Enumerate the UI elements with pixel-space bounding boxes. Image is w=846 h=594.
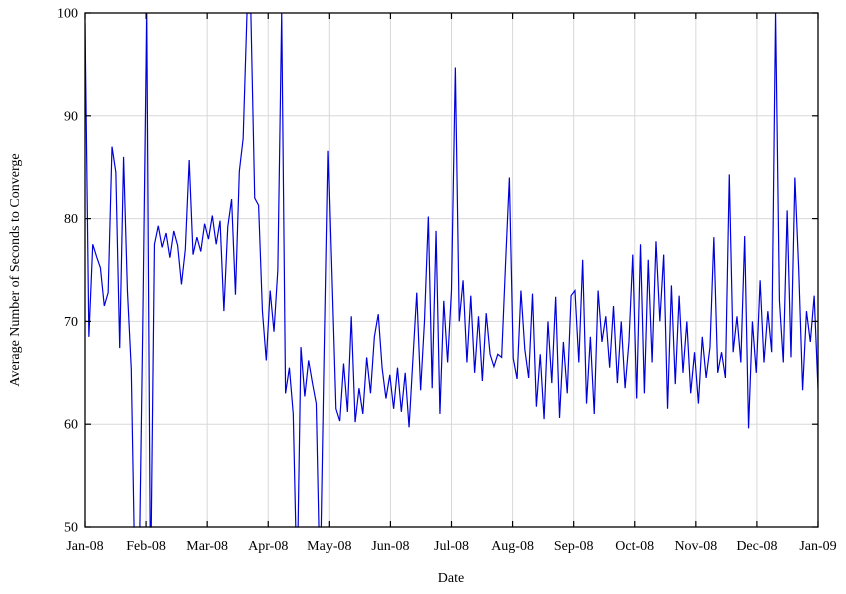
y-tick-label: 70 [64,315,78,330]
x-tick-label: Jan-09 [799,539,836,554]
x-tick-label: Jun-08 [371,539,409,554]
x-tick-label: Dec-08 [736,539,777,554]
data-line [85,12,818,528]
x-tick-label: May-08 [307,539,351,554]
y-axis-title: Average Number of Seconds to Converge [8,153,23,387]
x-tick-label: Mar-08 [186,539,228,554]
x-tick-label: Apr-08 [248,539,288,554]
y-tick-label: 90 [64,109,78,124]
y-tick-label: 100 [57,7,78,22]
y-tick-label: 50 [64,521,78,536]
x-tick-label: Jul-08 [434,539,469,554]
x-axis-title: Date [437,571,465,586]
x-tick-label: Oct-08 [615,539,654,554]
x-tick-label: Jan-08 [66,539,103,554]
x-tick-label: Feb-08 [126,539,166,554]
y-tick-label: 60 [64,418,78,433]
x-tick-label: Sep-08 [554,539,594,554]
y-tick-label: 80 [64,212,78,227]
x-tick-label: Nov-08 [674,539,717,554]
x-tick-label: Aug-08 [491,539,534,554]
